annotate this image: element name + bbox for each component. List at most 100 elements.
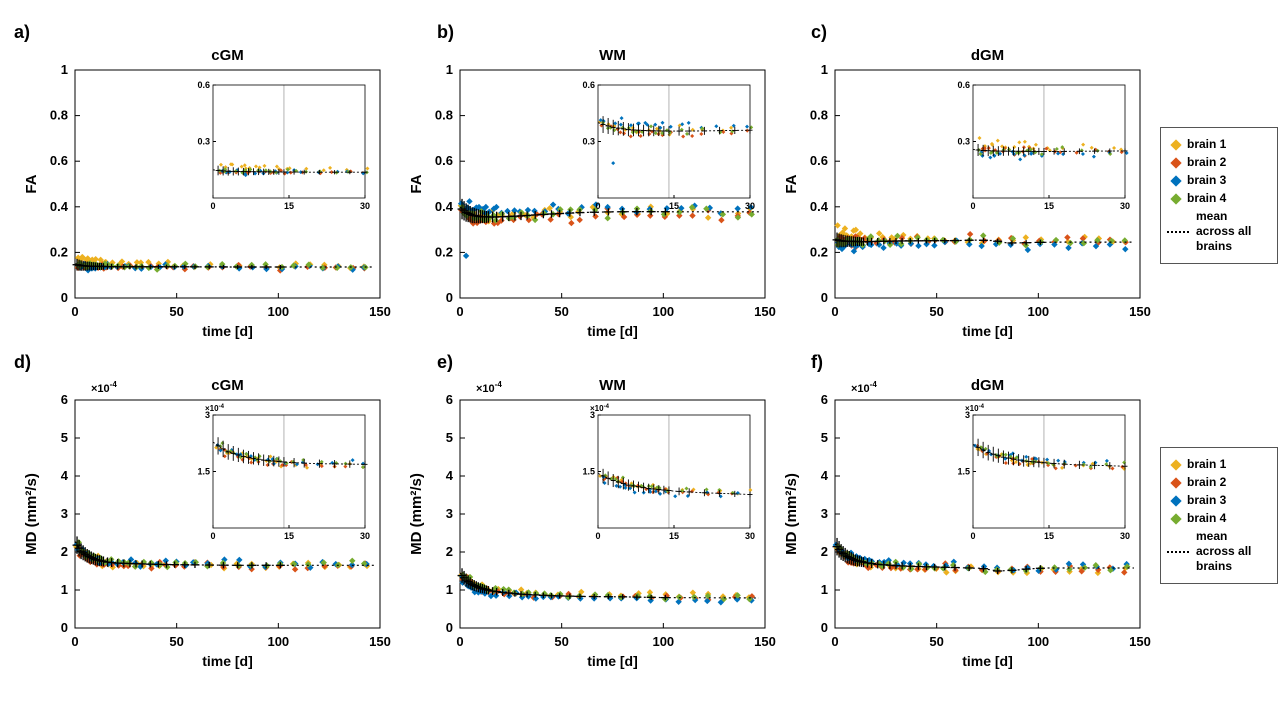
svg-text:0.8: 0.8: [435, 108, 453, 123]
errorbars: [975, 438, 1128, 470]
svg-text:3: 3: [821, 506, 828, 521]
inset-y-exponent-label: ×10-4: [590, 404, 610, 413]
errorbars: [832, 537, 1045, 575]
y-axis-label: FA: [783, 174, 800, 193]
svg-text:150: 150: [369, 304, 391, 319]
svg-text:0: 0: [970, 531, 975, 541]
chart-title: WM: [599, 377, 626, 394]
inset-y-exponent-label: ×10-4: [965, 404, 985, 413]
svg-text:3: 3: [446, 506, 453, 521]
svg-text:100: 100: [1027, 304, 1049, 319]
svg-text:100: 100: [652, 634, 674, 649]
svg-text:1.5: 1.5: [582, 467, 595, 477]
diamond-icon: [1170, 494, 1182, 507]
legend-entry: brain 1: [1167, 137, 1271, 152]
errorbars: [215, 437, 368, 468]
inset-background: [598, 415, 750, 528]
errorbars: [215, 165, 368, 176]
panel-dgm-fa: 0 50 100 150 0 0.2 0.4 0.6 0.8 1 dGM time [d] FA 0 15 3…: [780, 42, 1160, 352]
legend-label: mean across all brains: [1196, 209, 1252, 253]
errorbars: [975, 143, 1128, 157]
legend-entry: brain 2: [1167, 475, 1271, 490]
svg-text:0.6: 0.6: [50, 153, 68, 168]
legend-entry: brain 3: [1167, 173, 1271, 188]
svg-text:0: 0: [595, 531, 600, 541]
chart-a: 0 50 100 150 0 0.2 0.4 0.6 0.8 1 cGM time [d] FA 0 15 3…: [23, 47, 391, 339]
diamond-icon: [1170, 458, 1182, 471]
diamond-icon: [1170, 156, 1182, 169]
svg-text:0: 0: [595, 201, 600, 211]
svg-text:150: 150: [1129, 634, 1151, 649]
scatter-series: [833, 541, 1128, 576]
svg-text:15: 15: [1044, 201, 1054, 211]
svg-text:150: 150: [1129, 304, 1151, 319]
svg-text:0.4: 0.4: [810, 199, 829, 214]
svg-text:6: 6: [446, 392, 453, 407]
svg-text:4: 4: [821, 468, 829, 483]
errorbars: [457, 568, 670, 601]
y-axis-label: FA: [408, 174, 425, 193]
inset-background: [598, 85, 750, 198]
x-axis-label: time [d]: [587, 323, 638, 339]
chart-title: dGM: [971, 377, 1004, 394]
svg-text:2: 2: [61, 544, 68, 559]
svg-text:0: 0: [446, 620, 453, 635]
svg-text:15: 15: [284, 201, 294, 211]
inset-background: [973, 85, 1125, 198]
y-axis-label: MD (mm²/s): [408, 473, 425, 555]
legend-label: brain 4: [1187, 191, 1227, 205]
svg-text:1: 1: [821, 62, 828, 77]
diamond-icon: [1170, 476, 1182, 489]
svg-text:15: 15: [669, 531, 679, 541]
svg-text:0.2: 0.2: [810, 244, 828, 259]
svg-text:5: 5: [61, 430, 68, 445]
x-axis-label: time [d]: [962, 653, 1013, 669]
x-axis-label: time [d]: [962, 323, 1013, 339]
svg-text:0: 0: [210, 531, 215, 541]
svg-text:3: 3: [965, 410, 970, 420]
svg-text:50: 50: [929, 304, 943, 319]
svg-text:100: 100: [1027, 634, 1049, 649]
panel-label-f: f): [811, 352, 823, 372]
panel-label-a: a): [14, 22, 31, 42]
svg-text:50: 50: [169, 304, 183, 319]
svg-text:3: 3: [205, 410, 210, 420]
legend-entry: brain 1: [1167, 457, 1271, 472]
svg-text:1: 1: [446, 62, 453, 77]
inset-background: [213, 415, 365, 528]
svg-text:0.4: 0.4: [50, 199, 69, 214]
svg-text:0.6: 0.6: [810, 153, 828, 168]
svg-text:0.8: 0.8: [810, 108, 828, 123]
x-axis-label: time [d]: [202, 653, 253, 669]
legend-entry: brain 4: [1167, 511, 1271, 526]
diamond-icon: [1170, 138, 1182, 151]
legend-entry: mean across all brains: [1167, 209, 1271, 254]
svg-text:15: 15: [669, 201, 679, 211]
y-exponent-label: ×10-4: [851, 380, 877, 395]
scatter-series: [979, 149, 1129, 162]
svg-text:0: 0: [456, 634, 463, 649]
y-exponent-label: ×10-4: [476, 380, 502, 395]
svg-text:0: 0: [456, 304, 463, 319]
chart-b: 0 50 100 150 0 0.2 0.4 0.6 0.8 1 WM time [d] FA 0 15 30…: [408, 47, 776, 339]
panel-label-c: c): [811, 22, 828, 42]
svg-text:0.6: 0.6: [435, 153, 453, 168]
diamond-icon: [1170, 174, 1182, 187]
panel-label-d: d): [14, 352, 31, 372]
legend-label: brain 2: [1187, 155, 1227, 169]
svg-text:0.6: 0.6: [957, 80, 970, 90]
svg-text:0: 0: [970, 201, 975, 211]
svg-text:0: 0: [71, 304, 78, 319]
mean-line: [972, 444, 1126, 467]
scatter-series: [598, 116, 750, 130]
legend-entry: brain 2: [1167, 155, 1271, 170]
inset-background: [973, 415, 1125, 528]
svg-text:150: 150: [369, 634, 391, 649]
svg-text:4: 4: [61, 468, 69, 483]
svg-text:1: 1: [61, 62, 68, 77]
legend-label: brain 4: [1187, 511, 1227, 525]
svg-text:50: 50: [554, 634, 568, 649]
axes-box: [459, 69, 766, 299]
svg-text:0.6: 0.6: [582, 80, 595, 90]
